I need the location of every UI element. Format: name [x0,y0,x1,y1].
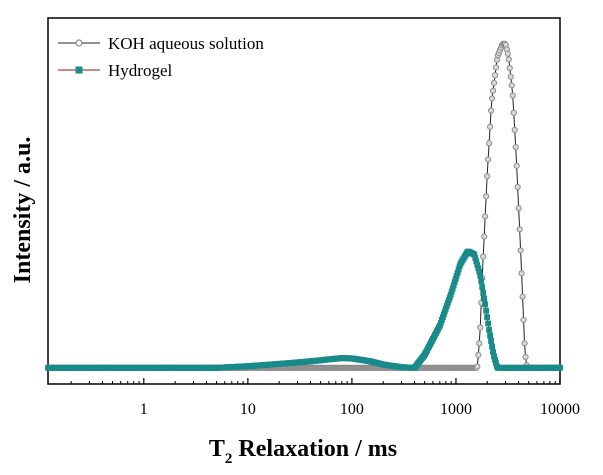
data-point [505,56,512,63]
data-point [481,295,488,302]
data-point [511,126,518,134]
data-point [519,293,526,300]
data-point [488,338,494,344]
x-tick-label: 10 [240,401,256,418]
x-tick-label: 10000 [540,401,580,418]
data-point [489,343,495,350]
data-point [487,107,495,114]
x-tick-label: 1 [140,401,148,418]
plot-frame [47,17,561,385]
data-point [476,340,483,347]
legend-marker-koh [75,39,83,47]
data-point [475,351,482,359]
series-line [48,43,560,369]
data-point [490,79,498,87]
data-point [484,314,491,320]
data-point [557,364,563,371]
data-point [520,316,527,323]
legend: KOH aqueous solution Hydrogel [58,34,264,80]
data-point [485,320,492,327]
x-axis-title-rest: Relaxation / ms [232,436,397,462]
data-point [482,301,489,308]
x-axis-ticks: 1 10 100 1000 10000 [70,378,580,418]
data-point [483,193,490,200]
data-point [483,307,490,314]
series-koh [44,40,564,371]
x-axis-title-main: T [209,436,225,462]
data-point [521,340,528,347]
data-point [504,50,511,57]
data-point [507,73,514,80]
data-point [508,82,515,89]
data-point [484,173,491,180]
data-point [515,205,522,212]
data-point [489,87,497,94]
data-point [510,109,517,116]
data-point [480,253,487,260]
data-point [513,162,520,169]
data-point [477,324,484,331]
data-point [477,272,484,279]
data-point [482,213,489,220]
data-point [480,289,487,296]
y-axis-title: Intensity / a.u. [10,137,36,284]
data-point [491,72,499,79]
data-point [474,363,481,370]
data-point [492,64,500,71]
data-point [488,95,496,102]
data-point [514,183,521,191]
legend-label-koh: KOH aqueous solution [108,34,264,53]
data-point [516,226,523,233]
data-point [481,233,488,240]
data-point [479,284,486,291]
data-point [518,270,525,277]
data-point [512,143,519,151]
data-point [522,353,529,360]
legend-label-hydrogel: Hydrogel [108,61,172,80]
data-point [509,92,516,99]
x-axis-title-subscript: 2 [225,451,233,467]
data-point [486,123,494,130]
data-point [486,326,493,333]
data-point [485,156,492,163]
data-point [486,140,493,147]
data-point [506,64,513,72]
x-axis-title: T2 Relaxation / ms [209,436,397,467]
series-hydrogel [45,248,563,371]
x-tick-label: 1000 [440,401,472,418]
data-point [478,278,485,285]
series-layer [44,40,564,371]
series-line [48,250,560,369]
data-point [517,247,524,254]
x-tick-label: 100 [340,401,364,418]
data-point [487,332,493,339]
legend-marker-hydrogel [75,66,83,74]
